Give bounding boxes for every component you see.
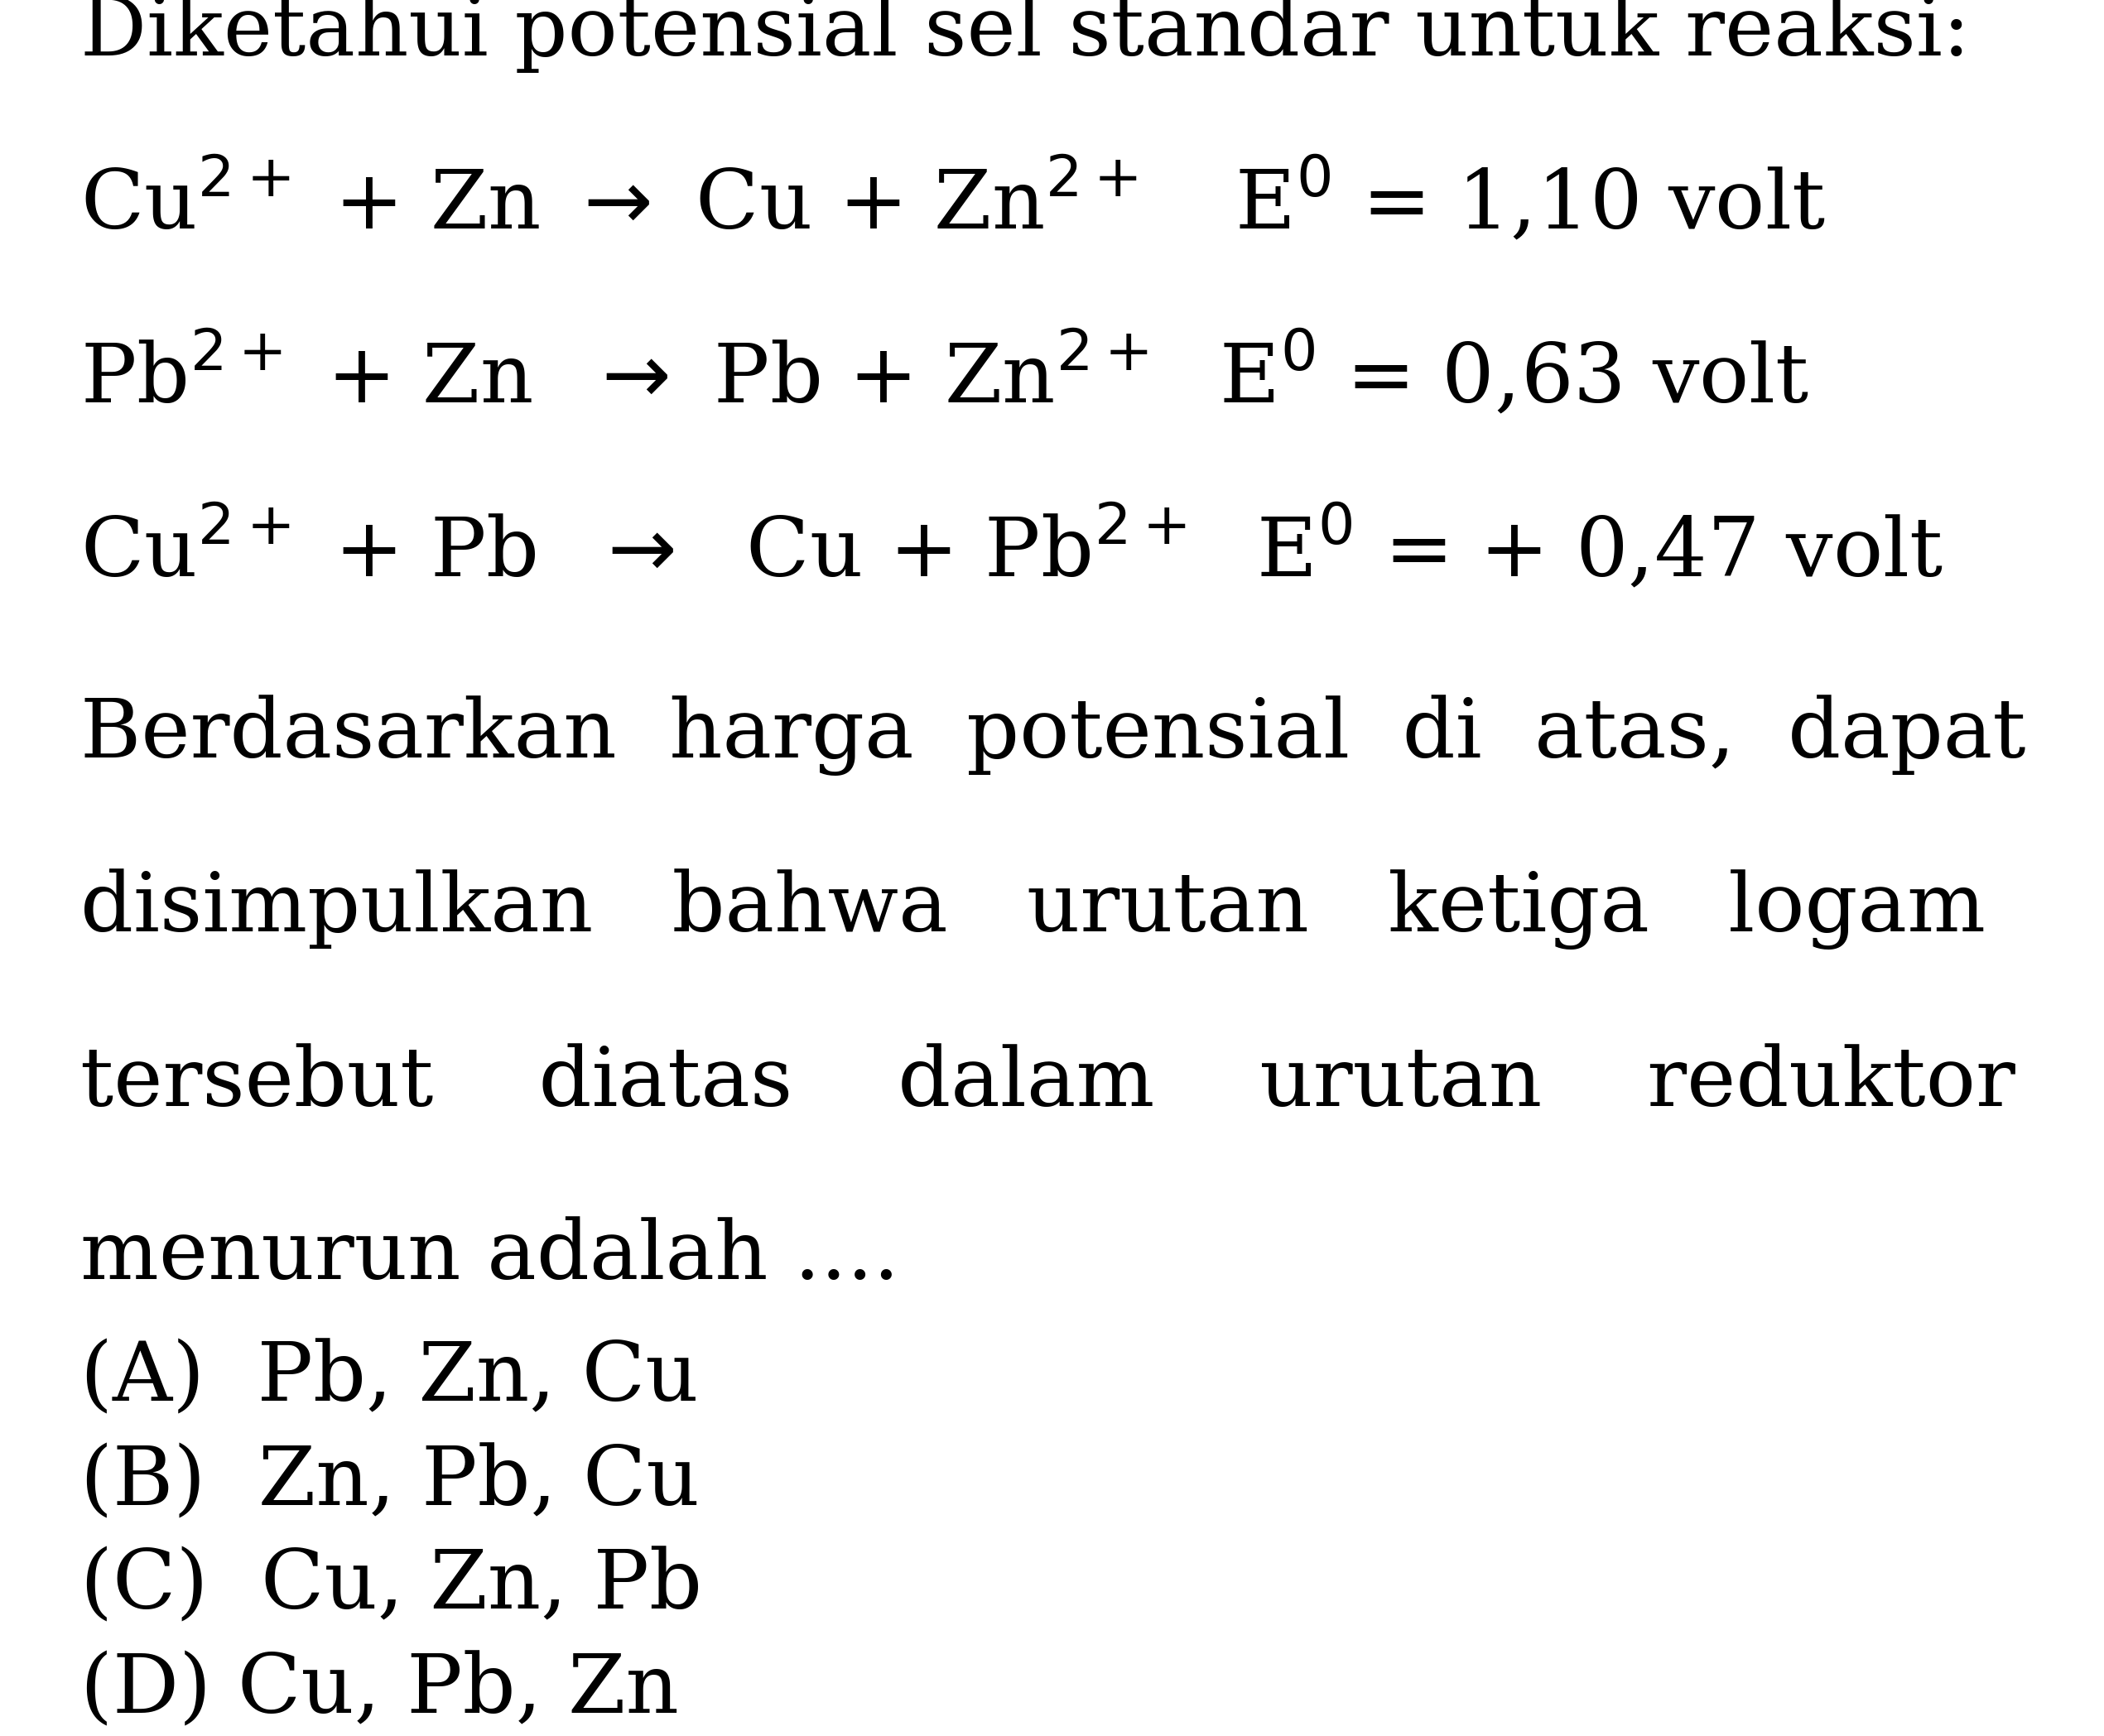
Text: Pb$^{2+}$ + Zn  $\rightarrow$ Pb + Zn$^{2+}$  E$^{0}$ = 0,63 volt: Pb$^{2+}$ + Zn $\rightarrow$ Pb + Zn$^{2… (80, 330, 1809, 420)
Text: (D) Cu, Pb, Zn: (D) Cu, Pb, Zn (80, 1651, 677, 1731)
Text: tersebut    diatas    dalam    urutan    reduktor: tersebut diatas dalam urutan reduktor (80, 1043, 2016, 1123)
Text: disimpulkan   bahwa   urutan   ketiga   logam: disimpulkan bahwa urutan ketiga logam (80, 868, 1986, 950)
Text: Berdasarkan  harga  potensial  di  atas,  dapat: Berdasarkan harga potensial di atas, dap… (80, 694, 2026, 776)
Text: (A)  Pb, Zn, Cu: (A) Pb, Zn, Cu (80, 1338, 699, 1418)
Text: (C)  Cu, Zn, Pb: (C) Cu, Zn, Pb (80, 1547, 703, 1627)
Text: Cu$^{2+}$ + Pb  $\rightarrow$  Cu + Pb$^{2+}$  E$^{0}$ = + 0,47 volt: Cu$^{2+}$ + Pb $\rightarrow$ Cu + Pb$^{2… (80, 503, 1942, 594)
Text: menurun adalah ....: menurun adalah .... (80, 1217, 898, 1297)
Text: Cu$^{2+}$ + Zn $\rightarrow$ Cu + Zn$^{2+}$   E$^{0}$ = 1,10 volt: Cu$^{2+}$ + Zn $\rightarrow$ Cu + Zn$^{2… (80, 156, 1824, 247)
Text: (B)  Zn, Pb, Cu: (B) Zn, Pb, Cu (80, 1443, 699, 1522)
Text: Diketahui potensial sel standar untuk reaksi:: Diketahui potensial sel standar untuk re… (80, 0, 1969, 73)
